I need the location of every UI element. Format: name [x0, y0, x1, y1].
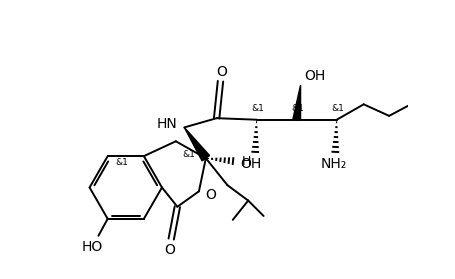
- Text: O: O: [217, 65, 228, 79]
- Text: &1: &1: [182, 150, 195, 159]
- Text: &1: &1: [116, 158, 129, 167]
- Text: &1: &1: [292, 104, 305, 114]
- Text: OH: OH: [241, 157, 262, 171]
- Text: O: O: [205, 188, 216, 202]
- Polygon shape: [184, 128, 210, 161]
- Text: OH: OH: [304, 69, 326, 83]
- Text: H: H: [241, 155, 251, 168]
- Text: &1: &1: [332, 104, 345, 114]
- Text: O: O: [164, 243, 175, 257]
- Polygon shape: [293, 85, 301, 120]
- Text: HO: HO: [81, 240, 103, 254]
- Text: &1: &1: [252, 104, 265, 114]
- Text: HN: HN: [157, 117, 178, 131]
- Text: NH₂: NH₂: [320, 157, 347, 171]
